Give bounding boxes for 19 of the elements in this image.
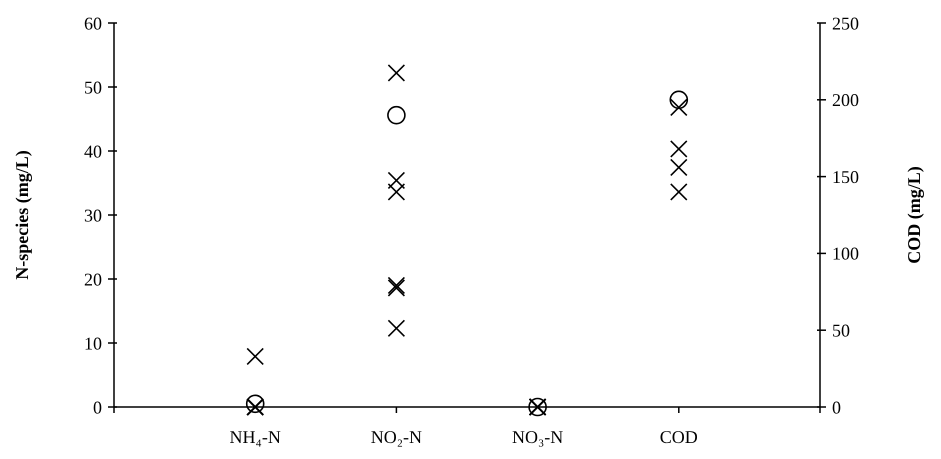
y2-tick-label: 100 bbox=[832, 244, 859, 264]
y2-tick-label: 250 bbox=[832, 13, 859, 34]
y-tick-label: 30 bbox=[84, 205, 102, 226]
y-tick-label: 0 bbox=[93, 397, 102, 418]
y-axis-title: N-species (mg/L) bbox=[12, 150, 32, 280]
y-tick-label: 40 bbox=[84, 141, 102, 162]
x-tick-label: NO₃-N bbox=[512, 427, 564, 447]
x-tick-label: COD bbox=[660, 427, 698, 447]
y2-tick-label: 200 bbox=[832, 90, 859, 110]
y2-axis-title: COD (mg/L) bbox=[904, 166, 924, 264]
y2-tick-label: 150 bbox=[832, 166, 859, 187]
y-tick-label: 50 bbox=[84, 77, 102, 98]
y2-tick-label: 50 bbox=[832, 320, 850, 340]
y2-tick-label: 0 bbox=[832, 397, 841, 418]
y-tick-label: 20 bbox=[84, 269, 102, 290]
x-tick-label: NO₂-N bbox=[370, 427, 422, 447]
y-tick-label: 60 bbox=[84, 13, 102, 34]
x-tick-label: NH₄-N bbox=[230, 427, 281, 447]
y-tick-label: 10 bbox=[84, 333, 102, 354]
